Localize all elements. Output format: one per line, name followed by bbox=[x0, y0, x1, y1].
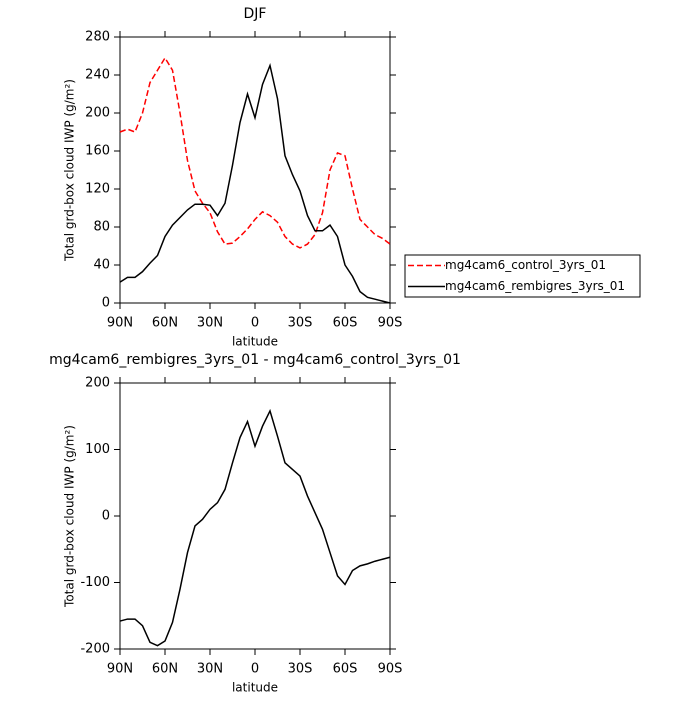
x-tick-label: 30S bbox=[288, 662, 313, 677]
legend-box bbox=[404, 254, 641, 298]
x-tick-label: 60N bbox=[152, 662, 178, 677]
plot-frame bbox=[119, 36, 391, 304]
data-line bbox=[119, 62, 391, 304]
x-tick-label: 60N bbox=[152, 316, 178, 331]
x-tick-label: 90S bbox=[378, 662, 403, 677]
y-tick-label: 160 bbox=[85, 144, 110, 159]
data-line bbox=[119, 408, 391, 647]
y-tick-label: 0 bbox=[102, 296, 110, 311]
x-tick-label: 30N bbox=[197, 316, 223, 331]
y-tick-label: 200 bbox=[85, 376, 110, 391]
y-tick-label: 280 bbox=[85, 30, 110, 45]
data-line bbox=[119, 56, 391, 249]
y-tick-label: 100 bbox=[85, 442, 110, 457]
chart-title: DJF bbox=[244, 6, 267, 22]
x-axis-label: latitude bbox=[232, 335, 278, 349]
x-tick-label: 90N bbox=[107, 316, 133, 331]
x-tick-label: 90N bbox=[107, 662, 133, 677]
x-tick-label: 0 bbox=[251, 316, 259, 331]
x-tick-label: 60S bbox=[333, 316, 358, 331]
y-tick-label: 40 bbox=[93, 258, 110, 273]
x-tick-label: 90S bbox=[378, 316, 403, 331]
x-tick-label: 30N bbox=[197, 662, 223, 677]
plot-frame bbox=[119, 382, 391, 650]
y-tick-label: 200 bbox=[85, 106, 110, 121]
x-tick-label: 0 bbox=[251, 662, 259, 677]
legend-label: mg4cam6_control_3yrs_01 bbox=[445, 258, 606, 272]
y-tick-label: 120 bbox=[85, 182, 110, 197]
chart-title: mg4cam6_rembigres_3yrs_01 - mg4cam6_cont… bbox=[49, 352, 461, 368]
y-axis-label: Total grd-box cloud IWP (g/m²) bbox=[63, 425, 77, 608]
y-tick-label: 0 bbox=[102, 509, 110, 524]
x-axis-label: latitude bbox=[232, 681, 278, 695]
y-tick-label: 240 bbox=[85, 68, 110, 83]
y-axis-label: Total grd-box cloud IWP (g/m²) bbox=[63, 79, 77, 262]
y-tick-label: -100 bbox=[80, 575, 110, 590]
x-tick-label: 60S bbox=[333, 662, 358, 677]
y-tick-label: 80 bbox=[93, 220, 110, 235]
legend-label: mg4cam6_rembigres_3yrs_01 bbox=[445, 279, 625, 293]
x-tick-label: 30S bbox=[288, 316, 313, 331]
y-tick-label: -200 bbox=[80, 642, 110, 657]
